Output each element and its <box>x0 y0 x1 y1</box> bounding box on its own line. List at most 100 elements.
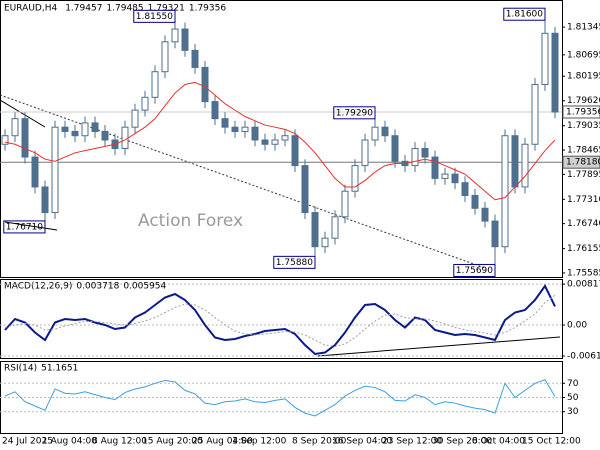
y-tick-label: 30 <box>567 407 579 417</box>
annotation-box <box>273 255 316 269</box>
candle-body <box>91 122 99 132</box>
candle-body <box>61 126 69 132</box>
candle-body <box>231 126 239 132</box>
candle-body <box>261 139 269 145</box>
candle-body <box>481 207 489 222</box>
trend-line <box>4 221 58 231</box>
x-tick-label: 16 Sep 04:00 <box>332 437 392 447</box>
candle-body <box>101 130 109 141</box>
candle-body <box>531 84 539 145</box>
ohlc-value: 1.79457 <box>65 4 102 14</box>
y-tick-label: 1.79620 <box>567 96 600 106</box>
candle-body <box>441 173 449 179</box>
candle-body <box>431 156 439 179</box>
series-line <box>4 294 556 348</box>
price-label-box <box>562 155 600 169</box>
x-tick-label: 30 Sep 20:00 <box>432 437 492 447</box>
y-tick-label: 1.79035 <box>567 121 600 131</box>
series-line <box>4 284 556 356</box>
series-line <box>4 379 556 417</box>
y-tick-label: 1.76740 <box>567 219 600 229</box>
candle-body <box>221 118 229 128</box>
annotation-box <box>133 9 176 23</box>
y-tick-label: 1.80695 <box>567 50 600 60</box>
trend-line <box>0 94 486 269</box>
y-tick-label: 70 <box>567 379 579 389</box>
annotation-box <box>333 106 376 120</box>
annotation-label: 1.79290 <box>336 108 373 118</box>
macd-title: MACD(12,26,9) <box>4 282 72 292</box>
x-tick-label: 24 Jul 2025 <box>2 437 53 447</box>
candle-body <box>1 135 9 145</box>
price-panel <box>0 0 563 278</box>
macd-panel <box>0 279 563 359</box>
y-tick-label: 50 <box>567 393 579 403</box>
y-tick-label: 1.78465 <box>567 146 600 156</box>
price-label-box <box>562 105 600 119</box>
candle-body <box>171 28 179 43</box>
ohlc-value: 1.79485 <box>106 4 143 14</box>
candle-body <box>211 101 219 120</box>
candle-body <box>521 143 529 188</box>
candle-body <box>491 220 499 248</box>
x-tick-label: 1 Aug 04:00 <box>42 437 97 447</box>
candle-body <box>391 135 399 162</box>
candle-body <box>361 139 369 167</box>
x-tick-label: 15 Oct 12:00 <box>522 437 581 447</box>
candle-body <box>41 186 49 214</box>
candle-body <box>451 173 459 184</box>
candle-body <box>141 96 149 111</box>
trend-line <box>317 336 561 357</box>
y-tick-label: 1.77310 <box>567 195 600 205</box>
y-tick-label: 0.00 <box>567 321 587 331</box>
candle-body <box>201 66 209 103</box>
annotation-label: 1.81550 <box>136 12 173 22</box>
candle-body <box>321 237 329 248</box>
candle-body <box>371 126 379 141</box>
candle-body <box>281 135 289 141</box>
ohlc-value: 1.79356 <box>189 4 226 14</box>
candle-body <box>311 212 319 248</box>
candle-body <box>11 118 19 137</box>
annotation-box <box>503 7 546 21</box>
candle-body <box>471 194 479 209</box>
candle-body <box>251 126 259 141</box>
x-tick-label: 8 Sep 20:00 <box>292 437 347 447</box>
candle-body <box>421 148 429 158</box>
candle-body <box>341 190 349 218</box>
candle-body <box>51 126 59 214</box>
watermark: Action Forex <box>138 211 243 231</box>
x-tick-label: 8 Aug 12:00 <box>92 437 147 447</box>
y-tick-label: 1.81345 <box>567 23 600 33</box>
x-tick-label: 8 Oct 04:00 <box>472 437 525 447</box>
moving-average <box>4 81 556 201</box>
chart-title: EURAUD,H4 <box>4 4 57 14</box>
indicator-value: 0.003718 <box>76 282 119 292</box>
candle-body <box>151 71 159 98</box>
price-label: 1.79356 <box>566 107 600 117</box>
candle-body <box>191 49 199 68</box>
y-tick-label: -0.006199 <box>567 351 600 361</box>
annotation-box <box>453 263 496 277</box>
candle-body <box>541 32 549 86</box>
annotation-label: 1.75690 <box>456 266 493 276</box>
y-tick-label: 1.75585 <box>567 268 600 278</box>
candle-body <box>511 135 519 188</box>
candle-body <box>461 182 469 196</box>
x-tick-label: 15 Aug 20:00 <box>142 437 203 447</box>
candle-body <box>131 109 139 128</box>
annotation-label: 1.75880 <box>276 258 313 268</box>
x-tick-label: 23 Sep 12:00 <box>382 437 442 447</box>
candle-body <box>381 126 389 137</box>
x-tick-label: 25 Aug 04:00 <box>192 437 253 447</box>
annotation-label: 1.81600 <box>506 10 543 20</box>
y-tick-label: 1.77895 <box>567 170 600 180</box>
candle-body <box>71 130 79 137</box>
candle-body <box>21 118 29 158</box>
price-label: 1.78180 <box>566 158 600 168</box>
candle-body <box>31 156 39 188</box>
candle-body <box>301 165 309 214</box>
candle-body <box>121 126 129 150</box>
